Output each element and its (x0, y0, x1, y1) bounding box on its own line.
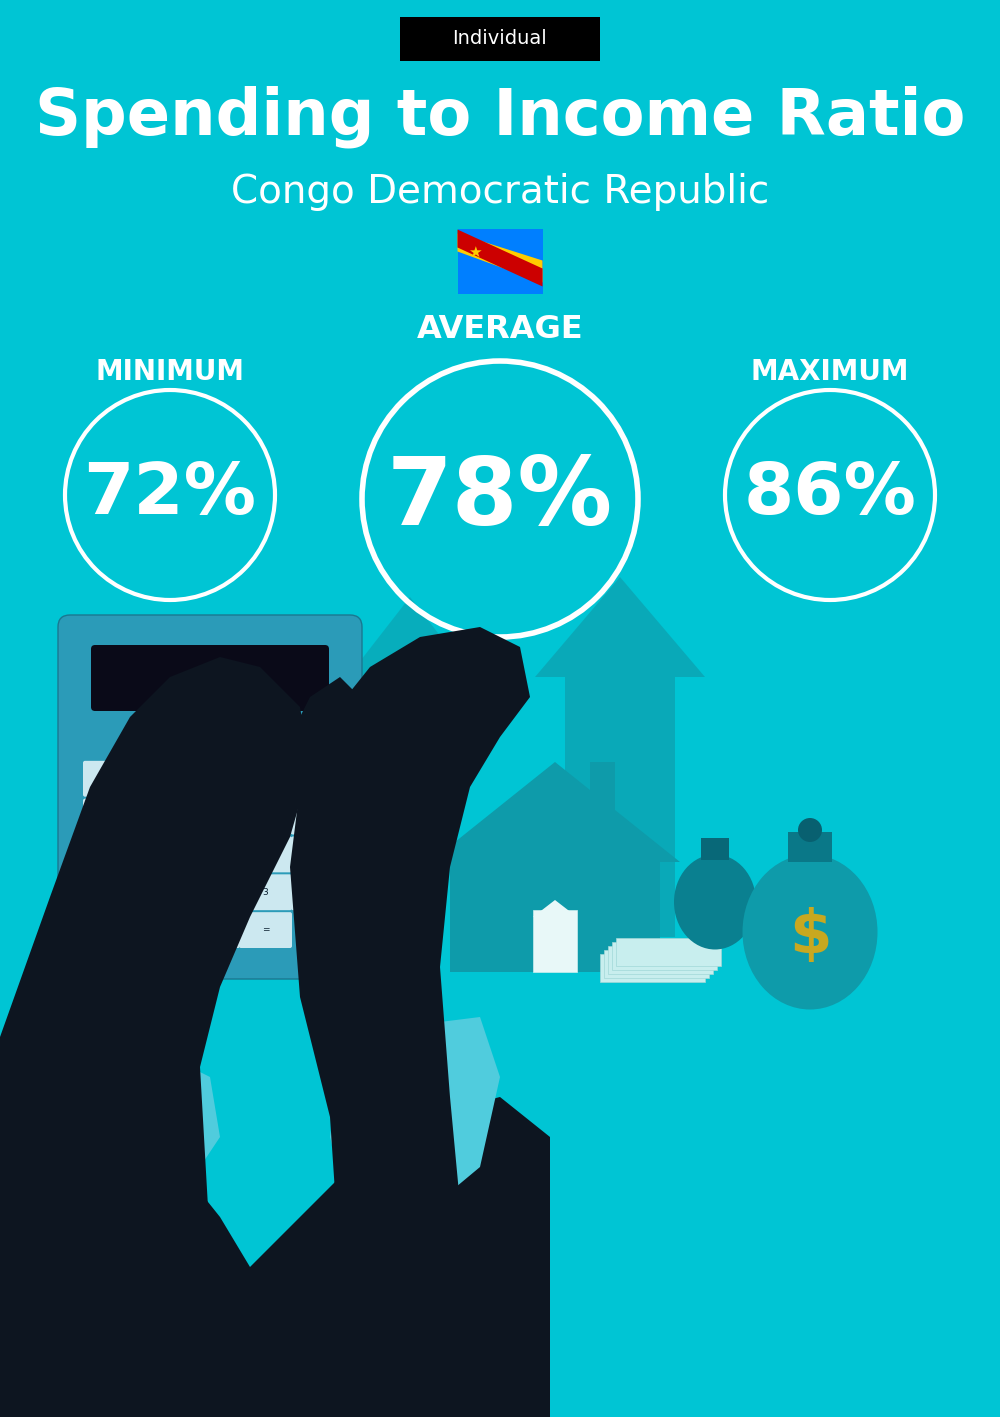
Text: 9: 9 (263, 812, 268, 820)
Polygon shape (290, 626, 530, 1417)
FancyBboxPatch shape (604, 949, 709, 978)
FancyBboxPatch shape (187, 913, 240, 948)
Text: MC: MC (103, 774, 117, 784)
Text: MU: MU (302, 737, 315, 745)
FancyBboxPatch shape (135, 799, 188, 835)
FancyBboxPatch shape (458, 230, 542, 295)
FancyBboxPatch shape (291, 799, 344, 835)
FancyBboxPatch shape (291, 836, 344, 873)
FancyBboxPatch shape (291, 761, 344, 796)
FancyBboxPatch shape (239, 761, 292, 796)
Text: MINIMUM: MINIMUM (96, 359, 244, 385)
Text: ★: ★ (468, 245, 482, 259)
Text: 8: 8 (211, 812, 216, 820)
FancyBboxPatch shape (135, 761, 188, 796)
FancyBboxPatch shape (58, 615, 362, 979)
Polygon shape (458, 234, 542, 282)
Text: MAXIMUM: MAXIMUM (751, 359, 909, 385)
Polygon shape (0, 1027, 220, 1217)
Text: ►: ► (106, 850, 113, 859)
FancyBboxPatch shape (239, 799, 292, 835)
FancyBboxPatch shape (600, 954, 705, 982)
FancyBboxPatch shape (187, 874, 240, 910)
Text: 78%: 78% (387, 453, 613, 546)
FancyBboxPatch shape (291, 874, 344, 910)
Text: Individual: Individual (453, 30, 547, 48)
FancyBboxPatch shape (235, 723, 284, 760)
FancyBboxPatch shape (239, 913, 292, 948)
Text: 5: 5 (211, 850, 216, 859)
Text: 2: 2 (211, 887, 216, 897)
Circle shape (798, 818, 822, 842)
Ellipse shape (742, 854, 878, 1009)
Polygon shape (285, 677, 360, 796)
Text: 7: 7 (159, 812, 164, 820)
FancyBboxPatch shape (83, 836, 136, 873)
Text: -: - (316, 850, 319, 859)
FancyBboxPatch shape (608, 947, 713, 973)
FancyBboxPatch shape (788, 832, 832, 862)
Text: MR: MR (155, 774, 169, 784)
FancyBboxPatch shape (83, 913, 136, 948)
Text: Spending to Income Ratio: Spending to Income Ratio (35, 86, 965, 149)
Text: 86%: 86% (744, 461, 916, 530)
Polygon shape (535, 577, 705, 677)
FancyBboxPatch shape (91, 645, 329, 711)
Text: 00: 00 (104, 925, 115, 935)
FancyBboxPatch shape (239, 836, 292, 873)
Text: +/-: +/- (104, 813, 115, 819)
FancyBboxPatch shape (187, 799, 240, 835)
Polygon shape (0, 1097, 550, 1417)
Polygon shape (565, 677, 675, 937)
Text: Congo Democratic Republic: Congo Democratic Republic (231, 173, 769, 211)
Polygon shape (365, 687, 455, 867)
Polygon shape (533, 900, 577, 917)
FancyBboxPatch shape (135, 874, 188, 910)
Text: C/A: C/A (104, 890, 115, 896)
Text: AVERAGE: AVERAGE (417, 313, 583, 344)
Text: =: = (262, 925, 269, 935)
FancyBboxPatch shape (83, 799, 136, 835)
Polygon shape (458, 230, 542, 286)
Polygon shape (590, 762, 615, 818)
FancyBboxPatch shape (187, 836, 240, 873)
Ellipse shape (674, 854, 756, 949)
Text: +: + (314, 887, 321, 897)
Text: :: : (316, 774, 319, 784)
FancyBboxPatch shape (400, 17, 600, 61)
FancyBboxPatch shape (616, 938, 721, 966)
Polygon shape (450, 862, 660, 972)
Polygon shape (0, 657, 310, 1417)
FancyBboxPatch shape (135, 836, 188, 873)
Text: M-: M- (208, 774, 219, 784)
FancyBboxPatch shape (612, 942, 717, 971)
Polygon shape (430, 762, 680, 862)
FancyBboxPatch shape (701, 837, 729, 860)
Text: 72%: 72% (84, 461, 256, 530)
Polygon shape (330, 1017, 500, 1217)
Polygon shape (340, 597, 480, 687)
FancyBboxPatch shape (83, 761, 136, 796)
Text: 1: 1 (159, 887, 164, 897)
FancyBboxPatch shape (135, 913, 188, 948)
FancyBboxPatch shape (239, 874, 292, 910)
Text: 3: 3 (263, 887, 268, 897)
Text: x: x (315, 812, 320, 820)
Text: 4: 4 (159, 850, 164, 859)
Text: .: . (160, 925, 163, 935)
FancyBboxPatch shape (284, 723, 333, 760)
FancyBboxPatch shape (187, 761, 240, 796)
Text: %: % (256, 737, 263, 745)
FancyBboxPatch shape (83, 874, 136, 910)
Text: M+: M+ (258, 774, 273, 784)
Text: $: $ (789, 907, 831, 966)
Polygon shape (533, 910, 577, 972)
Text: 6: 6 (263, 850, 268, 859)
Text: 0: 0 (211, 925, 216, 935)
